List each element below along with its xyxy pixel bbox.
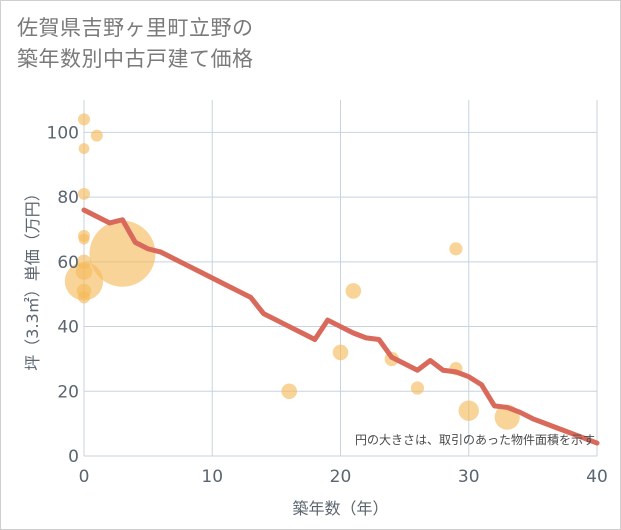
size-legend-note: 円の大きさは、取引のあった物件面積を示す <box>355 432 595 447</box>
data-bubble <box>458 400 479 421</box>
data-bubble <box>78 187 90 200</box>
y-tick-label: 40 <box>57 318 79 338</box>
data-bubble <box>281 383 298 400</box>
axis-ticks: 0 20 40 60 80 100 0 10 20 30 40 <box>47 123 608 487</box>
average-price-line <box>81 207 600 446</box>
data-bubble <box>449 242 463 256</box>
data-bubble <box>78 233 90 245</box>
bubble-series <box>64 113 520 430</box>
data-bubble <box>78 291 90 304</box>
y-tick-label: 100 <box>47 123 79 143</box>
data-bubble <box>90 129 103 142</box>
chart-title-line2: 築年数別中古戸建て価格 <box>17 47 254 71</box>
x-tick-label: 30 <box>458 467 480 487</box>
x-tick-label: 40 <box>586 467 608 487</box>
x-tick-label: 20 <box>330 467 352 487</box>
data-bubble <box>410 381 425 395</box>
y-tick-label: 0 <box>68 447 79 467</box>
x-axis-label: 築年数（年） <box>292 499 388 518</box>
grid-lines <box>83 100 598 457</box>
y-tick-label: 80 <box>57 188 79 208</box>
data-bubble <box>345 283 362 299</box>
chart-title-line1: 佐賀県吉野ヶ里町立野の <box>17 16 254 40</box>
data-bubble <box>89 220 156 287</box>
y-tick-label: 60 <box>57 253 79 273</box>
data-bubble <box>78 143 90 154</box>
data-bubble <box>64 262 104 301</box>
x-tick-label: 10 <box>201 467 223 487</box>
trend-line-series <box>81 207 600 446</box>
data-bubble <box>332 344 349 361</box>
x-tick-label: 0 <box>79 467 90 487</box>
data-bubble <box>78 113 90 126</box>
y-tick-label: 20 <box>57 382 79 402</box>
y-axis-label: 坪（3.3㎡）単価（万円） <box>23 185 42 370</box>
chart-title: 佐賀県吉野ヶ里町立野の 築年数別中古戸建て価格 <box>17 13 437 75</box>
